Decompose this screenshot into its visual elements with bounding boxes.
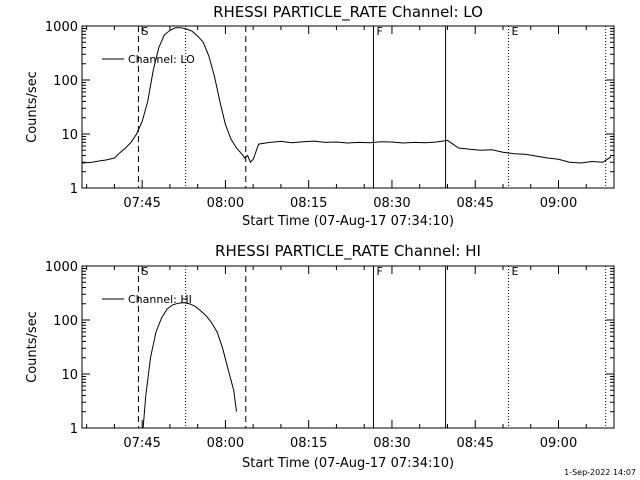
x-tick-label: 08:15 xyxy=(290,436,327,451)
marker-label-f: F xyxy=(376,265,382,278)
x-tick-label: 08:45 xyxy=(456,436,493,451)
x-tick-label: 08:15 xyxy=(290,196,327,211)
plot-frame xyxy=(81,25,615,189)
x-tick-label: 08:30 xyxy=(373,196,410,211)
x-tick-label: 07:45 xyxy=(123,196,160,211)
y-tick-label: 1 xyxy=(70,422,78,437)
y-tick-label: 10 xyxy=(61,128,78,143)
x-tick-label: 09:00 xyxy=(540,196,577,211)
marker-label-s: S xyxy=(141,25,148,38)
legend-label: Channel: HI xyxy=(128,293,192,306)
series-line xyxy=(81,27,612,164)
x-tick-label: 07:45 xyxy=(123,436,160,451)
y-tick-label: 100 xyxy=(53,74,78,89)
date-stamp: 1-Sep-2022 14:07 xyxy=(564,468,636,477)
x-axis-label: Start Time (07-Aug-17 07:34:10) xyxy=(242,456,454,471)
y-axis-label: Counts/sec xyxy=(25,71,40,143)
y-tick-label: 1 xyxy=(70,182,78,197)
marker-label-e: E xyxy=(512,25,519,38)
x-tick-label: 09:00 xyxy=(540,436,577,451)
plot-frame xyxy=(81,265,615,429)
chart-title: RHESSI PARTICLE_RATE Channel: LO xyxy=(213,3,483,22)
y-tick-label: 10 xyxy=(61,368,78,383)
y-axis-label: Counts/sec xyxy=(25,311,40,383)
x-tick-label: 08:30 xyxy=(373,436,410,451)
marker-label-e: E xyxy=(512,265,519,278)
chart-panel-hi: RHESSI PARTICLE_RATE Channel: HI 1 10 100 10… xyxy=(25,242,615,471)
legend-label: Channel: LO xyxy=(128,53,195,66)
x-tick-label: 08:45 xyxy=(456,196,493,211)
chart-panel-lo: RHESSI PARTICLE_RATE Channel: LO 1 10 100 10… xyxy=(25,3,615,229)
series-line xyxy=(142,302,237,429)
y-tick-label: 1000 xyxy=(45,260,78,275)
y-tick-label: 1000 xyxy=(45,20,78,35)
x-tick-label: 08:00 xyxy=(207,196,244,211)
chart-title: RHESSI PARTICLE_RATE Channel: HI xyxy=(215,242,481,261)
x-tick-label: 08:00 xyxy=(207,436,244,451)
y-tick-label: 100 xyxy=(53,314,78,329)
marker-label-f: F xyxy=(376,25,382,38)
marker-label-s: S xyxy=(141,265,148,278)
x-axis-label: Start Time (07-Aug-17 07:34:10) xyxy=(242,214,454,229)
